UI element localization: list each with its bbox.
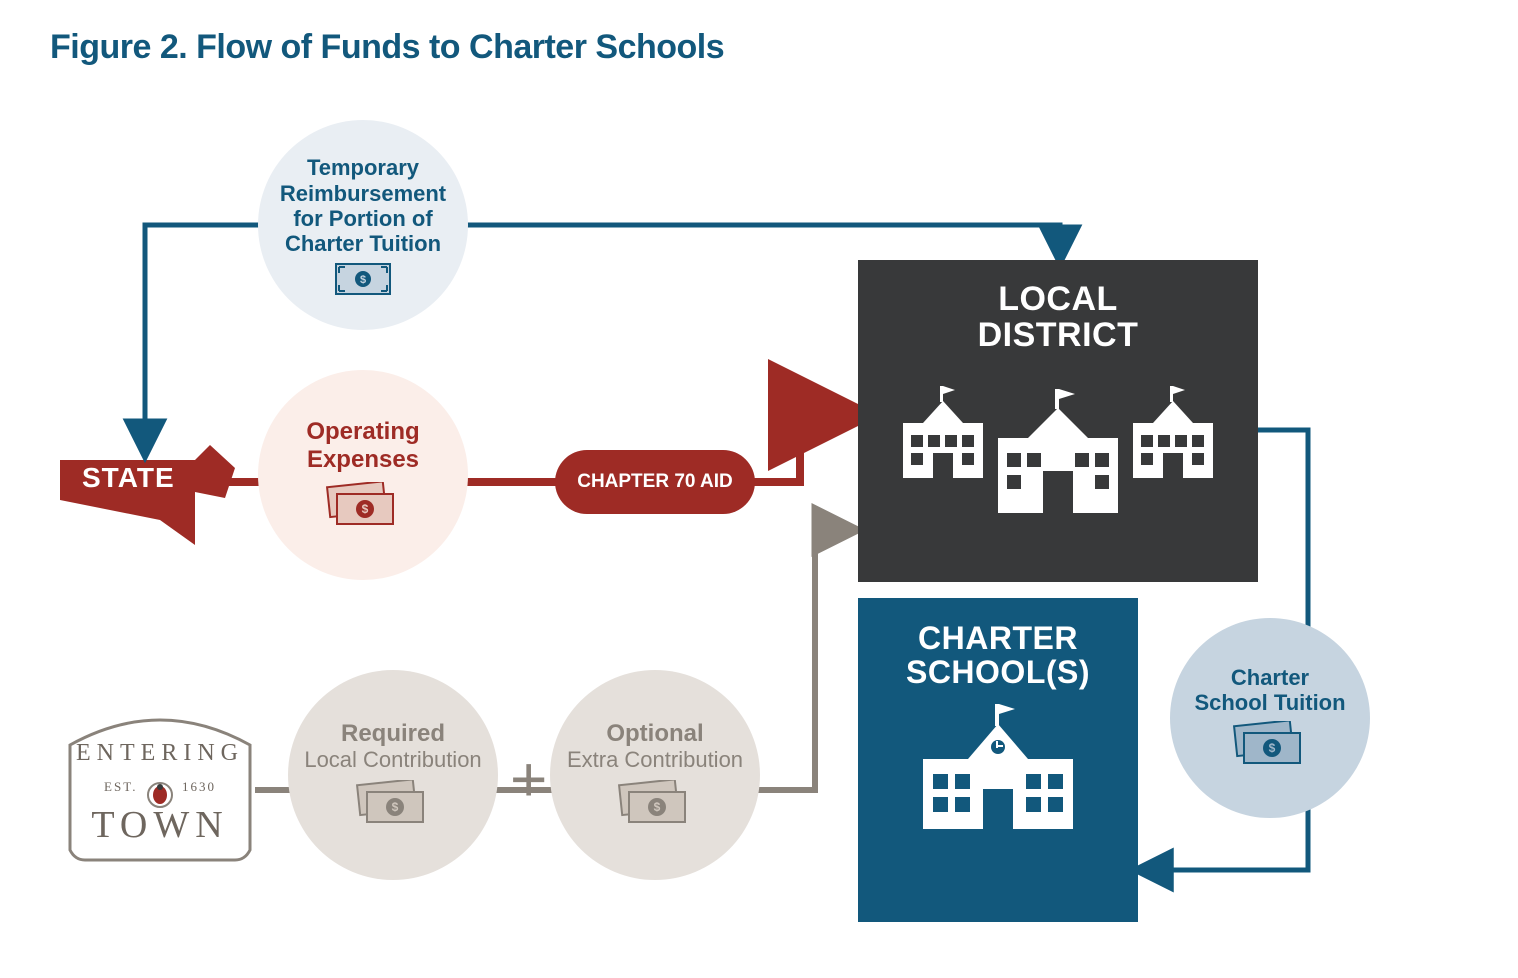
local-district-label: LOCAL DISTRICT <box>978 282 1139 353</box>
temp-reimbursement-label: Temporary Reimbursement for Portion of C… <box>270 155 456 256</box>
town-entering-label: ENTERING <box>60 740 260 767</box>
diagram-stage: Figure 2. Flow of Funds to Charter Schoo… <box>0 0 1518 978</box>
svg-text:$: $ <box>360 274 366 286</box>
node-chapter-70-aid: CHAPTER 70 AID <box>555 450 755 514</box>
money-stack-icon: $ <box>1230 721 1310 771</box>
required-contribution-label: Required Local Contribution <box>304 720 481 773</box>
svg-text:$: $ <box>654 800 661 814</box>
school-building-icon <box>913 689 1083 839</box>
node-temp-reimbursement: Temporary Reimbursement for Portion of C… <box>258 120 468 330</box>
money-stack-icon: $ <box>615 780 695 830</box>
chapter-70-label: CHAPTER 70 AID <box>577 471 733 493</box>
svg-text:$: $ <box>362 502 369 516</box>
node-local-district: LOCAL DISTRICT <box>858 260 1258 582</box>
svg-text:$: $ <box>1269 741 1276 755</box>
node-town-sign: ENTERING EST. 1630 TOWN <box>60 700 260 870</box>
operating-expenses-label: Operating Expenses <box>306 418 419 473</box>
plus-icon: + <box>510 742 547 816</box>
node-optional-contribution: Optional Extra Contribution $ <box>550 670 760 880</box>
node-required-contribution: Required Local Contribution $ <box>288 670 498 880</box>
figure-title: Figure 2. Flow of Funds to Charter Schoo… <box>50 28 724 67</box>
town-name-label: TOWN <box>60 803 260 847</box>
state-label: STATE <box>82 462 175 494</box>
charter-schools-label: CHARTER SCHOOL(S) <box>906 622 1090 689</box>
node-charter-tuition: Charter School Tuition $ <box>1170 618 1370 818</box>
money-stack-icon: $ <box>353 780 433 830</box>
charter-tuition-label: Charter School Tuition <box>1194 665 1345 716</box>
optional-contribution-label: Optional Extra Contribution <box>567 720 743 773</box>
town-est-label: EST. <box>104 779 137 794</box>
school-buildings-icon <box>893 353 1223 523</box>
town-year-label: 1630 <box>182 779 216 794</box>
node-charter-schools: CHARTER SCHOOL(S) <box>858 598 1138 922</box>
svg-text:$: $ <box>392 800 399 814</box>
money-stack-icon: $ <box>323 482 403 532</box>
state-shape-icon <box>60 445 235 545</box>
money-bill-icon: $ <box>335 263 391 295</box>
node-operating-expenses: Operating Expenses $ <box>258 370 468 580</box>
